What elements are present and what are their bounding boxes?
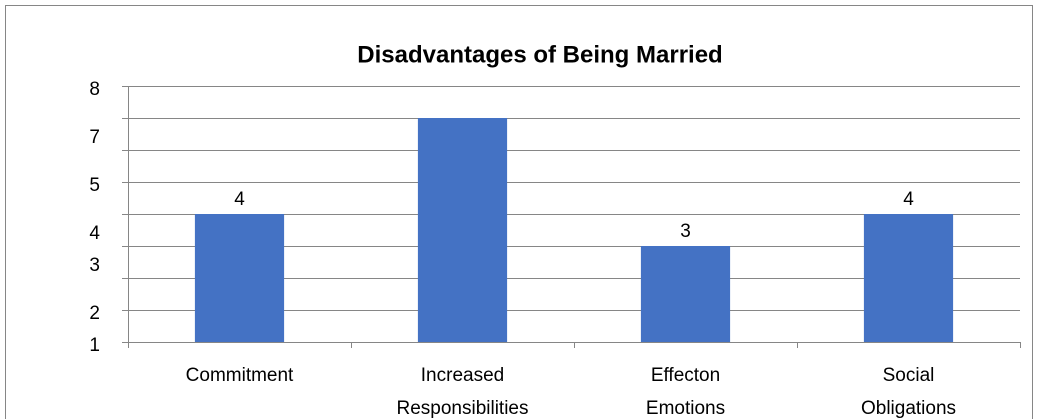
bar (194, 214, 285, 342)
x-tick-label: Responsibilities (396, 398, 528, 419)
chart-border (5, 5, 1033, 419)
x-tick-label: Social (883, 365, 935, 386)
chart-title: Disadvantages of Being Married (357, 41, 722, 68)
bar (863, 214, 954, 342)
value-label: 3 (680, 221, 691, 242)
x-tick-label: Commitment (186, 365, 294, 386)
y-tick-label: 8 (89, 79, 100, 100)
bar (640, 246, 731, 342)
y-tick-label: 1 (89, 335, 100, 356)
x-tick-label: Emotions (646, 398, 725, 419)
y-tick-label: 5 (89, 175, 100, 196)
value-label: 4 (234, 189, 245, 210)
bar (417, 118, 508, 342)
y-tick-label: 3 (89, 255, 100, 276)
value-label: 4 (903, 189, 914, 210)
x-tick-label: Effecton (651, 365, 720, 386)
y-tick-label: 2 (89, 303, 100, 324)
x-tick-label: Obligations (861, 398, 956, 419)
x-tick-label: Increased (421, 365, 504, 386)
y-tick-label: 4 (89, 223, 100, 244)
y-tick-label: 7 (89, 127, 100, 148)
